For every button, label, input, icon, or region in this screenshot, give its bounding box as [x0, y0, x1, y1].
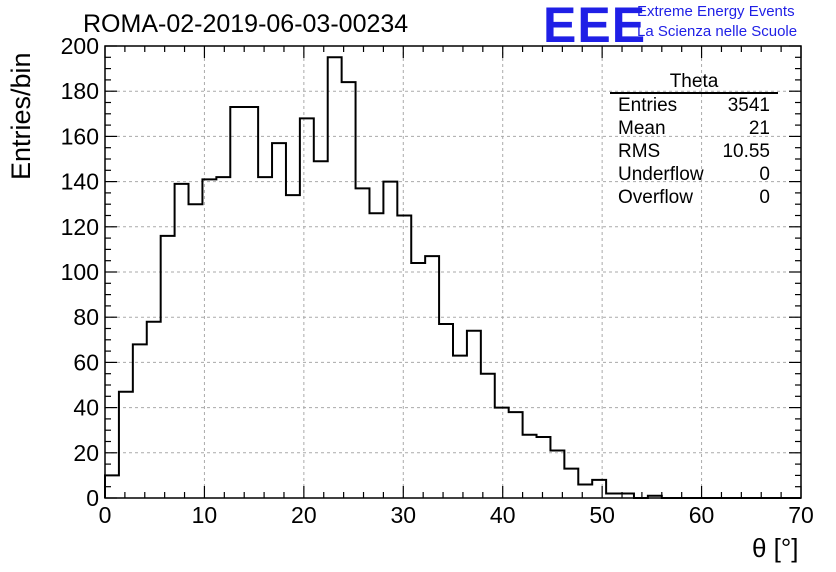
- chart-title: ROMA-02-2019-06-03-00234: [83, 10, 409, 38]
- x-tick-label: 0: [99, 502, 112, 528]
- stats-title: Theta: [610, 72, 778, 94]
- stats-row-rms: RMS 10.55: [610, 140, 778, 163]
- y-tick-label: 200: [61, 33, 99, 59]
- histogram-series: [104, 56, 801, 499]
- x-tick-label: 20: [291, 502, 317, 528]
- y-tick-label: 100: [61, 259, 99, 285]
- stats-row-overflow: Overflow 0: [610, 186, 778, 209]
- y-tick-label: 160: [61, 123, 99, 149]
- stats-label: Entries: [618, 95, 678, 116]
- stats-value: 21: [748, 118, 770, 139]
- stats-label: Underflow: [618, 164, 704, 185]
- stats-value: 10.55: [722, 141, 770, 162]
- x-axis-label: θ [°]: [752, 533, 799, 563]
- x-tick-label: 10: [192, 502, 218, 528]
- y-tick-label: 40: [73, 395, 99, 421]
- stats-row-mean: Mean 21: [610, 117, 778, 140]
- y-tick-label: 60: [73, 349, 99, 375]
- y-tick-label: 140: [61, 169, 99, 195]
- y-tick-label: 0: [86, 485, 99, 511]
- y-tick-label: 80: [73, 304, 99, 330]
- stats-label: Mean: [618, 118, 666, 139]
- x-tick-label: 70: [788, 502, 814, 528]
- y-tick-label: 180: [61, 78, 99, 104]
- stats-row-underflow: Underflow 0: [610, 163, 778, 186]
- y-tick-label: 20: [73, 440, 99, 466]
- stats-box: Theta Entries 3541 Mean 21 RMS 10.55 Und…: [610, 72, 778, 209]
- stats-value: 3541: [727, 95, 770, 116]
- stats-value: 0: [759, 187, 770, 208]
- x-tick-label: 30: [390, 502, 416, 528]
- y-tick-label: 120: [61, 214, 99, 240]
- stats-value: 0: [759, 164, 770, 185]
- stats-row-entries: Entries 3541: [610, 94, 778, 117]
- x-tick-label: 60: [689, 502, 715, 528]
- logo-line-1: Extreme Energy Events: [637, 3, 795, 20]
- logo-line-2: La Scienza nelle Scuole: [637, 23, 798, 40]
- stats-label: Overflow: [618, 187, 693, 208]
- x-tick-label: 40: [490, 502, 516, 528]
- eee-logo: EEE: [543, 0, 647, 53]
- y-axis-label: Entries/bin: [6, 52, 36, 180]
- x-tick-label: 50: [589, 502, 615, 528]
- stats-label: RMS: [618, 141, 661, 162]
